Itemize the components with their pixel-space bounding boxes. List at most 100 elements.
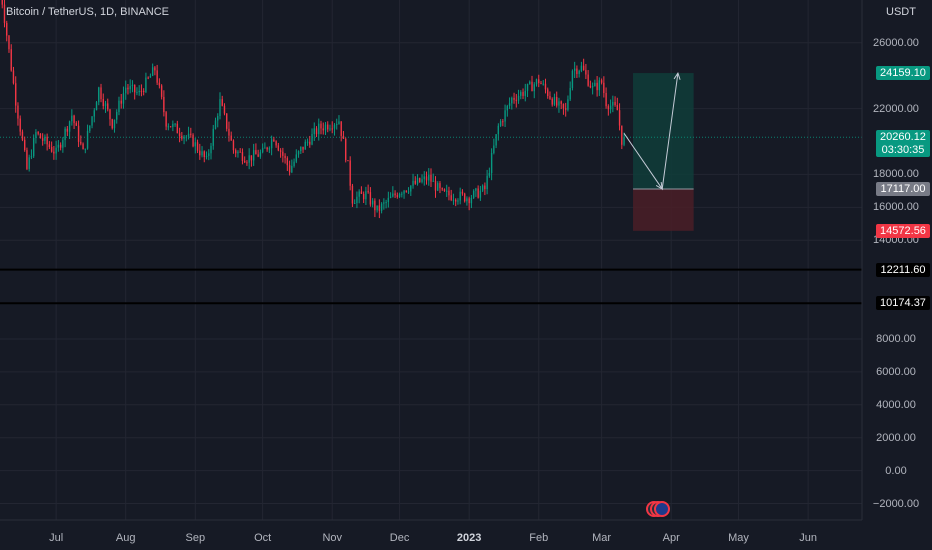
- candle-body: [66, 128, 69, 132]
- candle-body: [329, 128, 331, 130]
- stop-price-tag: 14572.56: [876, 223, 930, 238]
- candle-body: [472, 190, 475, 198]
- candle-body: [394, 193, 396, 196]
- candle-body: [385, 202, 387, 204]
- candle-body: [264, 147, 266, 149]
- y-tick-label: 26000.00: [873, 36, 919, 49]
- candle-body: [266, 147, 268, 150]
- candle-body: [542, 83, 544, 85]
- events-badge-icon[interactable]: [646, 501, 670, 519]
- candle-body: [531, 81, 533, 92]
- candle-body: [336, 124, 338, 126]
- candle-body: [246, 162, 248, 164]
- candle-body: [17, 105, 19, 119]
- candle-body: [497, 125, 500, 135]
- candle-body: [488, 173, 491, 176]
- candle-body: [387, 197, 390, 203]
- candle-body: [241, 152, 244, 161]
- candle-body: [261, 147, 264, 153]
- candle-body: [327, 124, 329, 130]
- candle-body: [118, 100, 120, 113]
- candle-body: [154, 67, 156, 71]
- candle-body: [172, 123, 174, 128]
- candle-body: [459, 191, 461, 201]
- candle-body: [297, 151, 300, 155]
- candle-body: [57, 144, 60, 148]
- symbol-title[interactable]: Bitcoin / TetherUS, 1D, BINANCE: [6, 6, 170, 18]
- candle-body: [609, 105, 612, 110]
- candle-body: [208, 153, 210, 156]
- candle-body: [185, 136, 188, 138]
- candle-body: [450, 195, 452, 200]
- candle-body: [89, 125, 91, 131]
- candle-body: [374, 200, 376, 211]
- candle-body: [279, 150, 282, 152]
- candle-body: [585, 70, 587, 75]
- candle-body: [214, 120, 217, 129]
- candle-body: [414, 180, 416, 184]
- x-tick-label: Feb: [529, 532, 549, 544]
- candle-body: [8, 35, 10, 50]
- candle-body: [196, 142, 199, 151]
- candle-body: [304, 141, 306, 150]
- y-tick-label: 4000.00: [876, 398, 916, 411]
- candle-body: [511, 97, 513, 104]
- x-tick-label: Aug: [115, 532, 136, 544]
- candle-body: [351, 185, 354, 204]
- candle-body: [223, 105, 226, 114]
- candle-body: [158, 82, 161, 86]
- stop-zone: [633, 188, 694, 231]
- horizontal-levels[interactable]: [0, 136, 862, 305]
- candle-body: [376, 205, 378, 211]
- candle-body: [23, 139, 26, 151]
- candle-body: [68, 121, 71, 132]
- candle-body: [226, 113, 228, 129]
- candle-body: [237, 151, 239, 154]
- candle-body: [232, 140, 235, 151]
- candle-body: [495, 134, 497, 146]
- candle-body: [318, 123, 320, 135]
- candle-body: [407, 191, 410, 193]
- y-tick-label: 8000.00: [876, 332, 916, 345]
- candle-body: [513, 97, 515, 100]
- candle-body: [82, 143, 84, 150]
- y-tick-label: 2000.00: [876, 431, 916, 444]
- candle-body: [122, 93, 125, 104]
- candle-body: [313, 128, 315, 135]
- candle-body: [571, 70, 574, 88]
- candle-body: [230, 135, 232, 141]
- long-position-tool[interactable]: [633, 73, 694, 231]
- candle-body: [163, 96, 165, 113]
- candle-body: [591, 86, 594, 88]
- candle-body: [127, 87, 129, 90]
- candle-body: [353, 202, 356, 204]
- candle-body: [614, 101, 616, 106]
- level-price-tag: 12211.60: [876, 262, 930, 277]
- candle-body: [284, 155, 286, 159]
- candle-body: [93, 110, 95, 117]
- candle-body: [333, 124, 336, 129]
- candle-body: [441, 188, 443, 190]
- candle-body: [405, 190, 408, 192]
- candle-body: [618, 110, 621, 126]
- candle-body: [15, 83, 17, 106]
- candle-body: [378, 205, 381, 211]
- candle-body: [125, 87, 127, 94]
- candle-body: [286, 158, 289, 166]
- candle-body: [275, 141, 277, 146]
- candle-body: [587, 74, 589, 86]
- candle-body: [569, 87, 571, 100]
- projection-path[interactable]: [623, 71, 681, 191]
- candle-body: [508, 103, 511, 106]
- candle-body: [589, 85, 592, 88]
- candle-body: [360, 191, 363, 194]
- candle-body: [345, 138, 347, 161]
- candle-body: [293, 161, 295, 166]
- candle-body: [259, 152, 262, 157]
- candle-body: [86, 130, 89, 149]
- y-tick-label: 18000.00: [873, 168, 919, 181]
- candle-body: [160, 85, 163, 97]
- candle-body: [250, 155, 253, 161]
- y-tick-label: 22000.00: [873, 102, 919, 115]
